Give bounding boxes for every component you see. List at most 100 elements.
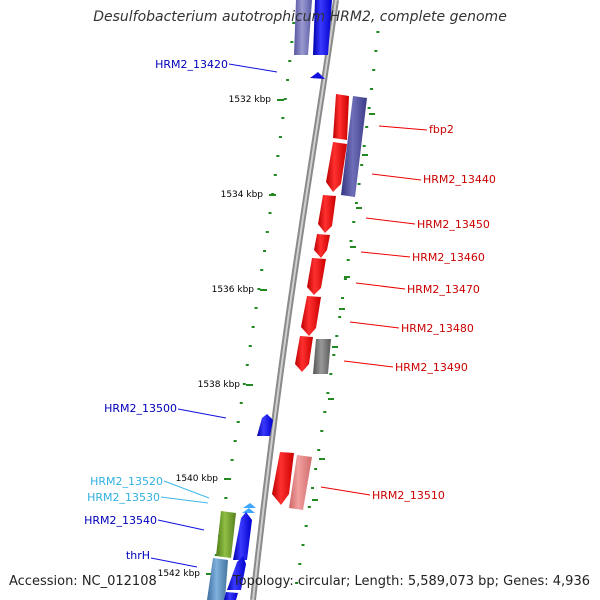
minor-tick xyxy=(276,155,280,157)
minor-tick xyxy=(349,240,353,242)
minor-tick xyxy=(332,354,336,356)
gene-labels: HRM2_13420 fbp2 HRM2_13440 HRM2_13450 HR… xyxy=(84,58,496,568)
gene-features xyxy=(207,0,367,600)
scale-tick xyxy=(206,573,213,575)
minor-tick xyxy=(357,183,361,185)
map-title: Desulfobacterium autotrophicum HRM2, com… xyxy=(93,9,507,25)
major-tick xyxy=(350,246,356,248)
gene-arrow-hrm2-13490 xyxy=(313,339,331,374)
minor-tick xyxy=(298,563,302,565)
scale-tick xyxy=(277,99,284,101)
scale-tick xyxy=(246,384,253,386)
gene-arrow-hrm2-13420 xyxy=(310,72,325,79)
minor-tick xyxy=(257,288,261,290)
scale-tick xyxy=(224,478,231,480)
gene-arrow-thrh xyxy=(227,556,246,590)
minor-tick xyxy=(224,497,228,499)
minor-tick xyxy=(354,202,358,204)
minor-tick xyxy=(288,60,292,62)
minor-tick xyxy=(304,525,308,527)
tick-tracks xyxy=(208,22,380,594)
minor-tick xyxy=(320,430,324,432)
gene-arrow-bottom-blue xyxy=(224,592,238,600)
scale-ruler: 1532 kbp 1534 kbp 1536 kbp 1538 kbp 1540 kbp… xyxy=(158,95,284,579)
minor-tick xyxy=(367,107,371,109)
gene-label-hrm2-13450: HRM2_13450 xyxy=(417,218,490,231)
gene-arrow-thrh-steel xyxy=(207,558,228,600)
minor-tick xyxy=(245,364,249,366)
minor-tick xyxy=(338,316,342,318)
minor-tick xyxy=(290,41,294,43)
minor-tick xyxy=(292,22,296,24)
scale-tick xyxy=(260,289,267,291)
minor-tick xyxy=(314,468,318,470)
minor-tick xyxy=(301,544,305,546)
major-tick xyxy=(362,154,368,156)
gene-arrow-hrm2-13540 xyxy=(233,512,252,560)
scale-label: 1540 kbp xyxy=(176,474,219,484)
minor-tick xyxy=(233,440,237,442)
minor-tick xyxy=(236,421,240,423)
major-tick xyxy=(339,308,345,310)
scale-tick xyxy=(269,194,276,196)
minor-tick xyxy=(369,88,373,90)
gene-arrow-hrm2-13490-red xyxy=(295,336,313,372)
major-tick xyxy=(312,499,318,501)
gene-arrow-hrm2-13450 xyxy=(318,195,336,233)
minor-tick xyxy=(335,335,339,337)
gene-arrow-top-blue xyxy=(313,0,332,55)
gene-label-hrm2-13420: HRM2_13420 xyxy=(155,58,228,71)
gene-arrow-hrm2-13510 xyxy=(289,455,312,510)
minor-tick xyxy=(343,278,347,280)
minor-tick xyxy=(265,231,269,233)
minor-tick xyxy=(283,98,287,100)
minor-tick xyxy=(372,69,376,71)
scale-label: 1536 kbp xyxy=(212,285,255,295)
minor-tick xyxy=(374,50,378,52)
gene-label-hrm2-13510: HRM2_13510 xyxy=(372,489,445,502)
minor-tick xyxy=(376,31,380,33)
gene-arrow-hrm2-13480 xyxy=(301,296,321,336)
major-tick xyxy=(344,276,350,278)
gene-label-hrm2-13540: HRM2_13540 xyxy=(84,514,157,527)
gene-arrow-hrm2-13530 xyxy=(242,508,255,513)
minor-tick xyxy=(317,449,321,451)
gene-arrow-fbp2 xyxy=(333,94,349,140)
major-tick xyxy=(328,398,334,400)
scale-label: 1534 kbp xyxy=(221,190,264,200)
gene-arrow-hrm2-13440 xyxy=(326,142,347,192)
major-tick xyxy=(332,346,338,348)
minor-tick xyxy=(278,136,282,138)
minor-tick xyxy=(230,459,234,461)
minor-tick xyxy=(263,250,267,252)
gene-label-fbp2: fbp2 xyxy=(429,123,454,136)
minor-tick xyxy=(365,126,369,128)
gene-arrow-hrm2-13540-olive xyxy=(216,511,236,558)
major-tick xyxy=(369,113,375,115)
gene-arrow-hrm2-13510-red xyxy=(272,452,294,505)
minor-tick xyxy=(286,79,290,81)
gene-arrow-purple-13440 xyxy=(341,96,367,197)
gene-arrow-hrm2-13500 xyxy=(257,414,273,436)
minor-tick xyxy=(360,164,364,166)
minor-tick xyxy=(268,212,272,214)
gene-label-hrm2-13490: HRM2_13490 xyxy=(395,361,468,374)
minor-tick xyxy=(281,117,285,119)
minor-tick xyxy=(248,345,252,347)
gene-label-hrm2-13470: HRM2_13470 xyxy=(407,283,480,296)
major-tick xyxy=(356,207,362,209)
minor-tick xyxy=(323,411,327,413)
gene-label-hrm2-13460: HRM2_13460 xyxy=(412,251,485,264)
scale-label: 1538 kbp xyxy=(198,380,241,390)
topology-label: Topology: circular; Length: 5,589,073 bp… xyxy=(232,574,590,589)
minor-tick xyxy=(239,402,243,404)
minor-tick xyxy=(352,221,356,223)
gene-label-hrm2-13440: HRM2_13440 xyxy=(423,173,496,186)
minor-tick xyxy=(307,506,311,508)
minor-tick xyxy=(346,259,350,261)
gene-label-hrm2-13500: HRM2_13500 xyxy=(104,402,177,415)
minor-tick xyxy=(310,487,314,489)
gene-arrow-hrm2-13470 xyxy=(307,258,326,295)
minor-tick xyxy=(295,582,299,584)
minor-tick xyxy=(254,307,258,309)
